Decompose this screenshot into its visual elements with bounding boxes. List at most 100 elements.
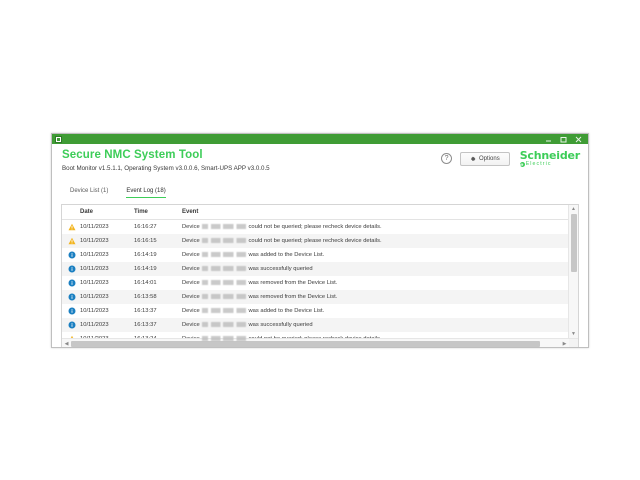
help-icon[interactable]: ?: [441, 153, 453, 165]
cell-time: 16:13:37: [134, 308, 157, 314]
event-text-prefix: Device: [182, 280, 202, 287]
cell-event: Device 000.000.000.000 was successfully …: [182, 262, 568, 276]
logo-sub-text: Electric: [525, 161, 552, 167]
cell-time: 16:14:19: [134, 266, 157, 272]
warning-icon: [62, 220, 80, 235]
cell-date: 10/11/2023: [80, 224, 109, 230]
event-text-prefix: Device: [182, 308, 202, 315]
cell-time: 16:14:19: [134, 252, 157, 258]
cell-date: 10/11/2023: [80, 308, 109, 314]
table-row[interactable]: 10/11/2023 16:16:27 Device 000.000.000.000…: [62, 219, 568, 235]
app-window: Secure NMC System Tool Boot Monitor v1.5…: [51, 133, 589, 348]
vertical-scroll-track[interactable]: [569, 213, 578, 330]
table-row[interactable]: 10/11/2023 16:14:01 Device 000.000.000.000…: [62, 276, 568, 290]
cell-time: 16:13:37: [134, 322, 157, 328]
logo-mark-icon: ϴ: [519, 162, 525, 168]
window-controls: [544, 135, 586, 143]
cell-time: 16:16:15: [134, 238, 157, 244]
cell-date: 10/11/2023: [80, 238, 109, 244]
info-icon: [62, 318, 80, 332]
schneider-electric-logo: Schneider ϴ Electric: [519, 149, 580, 168]
cell-date: 10/11/2023: [80, 294, 109, 300]
redacted-ip-address: 000.000.000.000: [202, 279, 246, 285]
column-header-severity: [62, 205, 80, 220]
scroll-up-arrow-icon[interactable]: ▲: [571, 206, 576, 212]
info-icon: [62, 304, 80, 318]
table-row[interactable]: 10/11/2023 16:13:37 Device 000.000.000.000…: [62, 304, 568, 318]
redacted-ip-address: 000.000.000.000: [202, 223, 246, 229]
event-text-prefix: Device: [182, 252, 202, 259]
window-titlebar[interactable]: [52, 134, 588, 144]
warning-icon: [62, 234, 80, 248]
table-row[interactable]: 10/11/2023 16:14:19 Device 000.000.000.000…: [62, 262, 568, 276]
event-text-prefix: Device: [182, 224, 202, 231]
event-text-suffix: was added to the Device List.: [246, 308, 325, 315]
event-text-prefix: Device: [182, 238, 202, 245]
titlebar-left: [54, 135, 62, 143]
horizontal-scrollbar[interactable]: ◀ ▶: [62, 338, 578, 347]
event-text-suffix: could not be queried; please recheck dev…: [246, 224, 382, 231]
vertical-scroll-thumb[interactable]: [570, 214, 577, 272]
table-row[interactable]: 10/11/2023 16:14:19 Device 000.000.000.000…: [62, 248, 568, 262]
redacted-ip-address: 000.000.000.000: [202, 265, 246, 271]
table-row[interactable]: 10/11/2023 16:16:15 Device 000.000.000.000…: [62, 234, 568, 248]
table-scroll-area: Date Time Event 10/11/2023 16:16:27 Device…: [62, 205, 578, 347]
table-row[interactable]: 10/11/2023 16:13:58 Device 000.000.000.000…: [62, 290, 568, 304]
redacted-ip-address: 000.000.000.000: [202, 251, 246, 257]
redacted-ip-address: 000.000.000.000: [202, 307, 246, 313]
info-icon: [62, 290, 80, 304]
cell-event: Device 000.000.000.000 was added to the …: [182, 304, 568, 318]
cell-event: Device 000.000.000.000 was removed from …: [182, 276, 568, 290]
column-header-event[interactable]: Event: [182, 205, 568, 220]
tab-device-list[interactable]: Device List (1): [70, 188, 109, 194]
column-header-date[interactable]: Date: [80, 205, 134, 220]
cell-event: Device 000.000.000.000 was removed from …: [182, 290, 568, 304]
info-icon: [62, 262, 80, 276]
event-text-suffix: was removed from the Device List.: [246, 294, 338, 301]
event-text-suffix: was successfully queried: [246, 266, 313, 273]
cell-time: 16:14:01: [134, 280, 157, 286]
event-text-prefix: Device: [182, 322, 202, 329]
cell-event: Device 000.000.000.000 was added to the …: [182, 248, 568, 262]
event-text-suffix: could not be queried; please recheck dev…: [246, 238, 382, 245]
table-row[interactable]: 10/11/2023 16:13:37 Device 000.000.000.000…: [62, 318, 568, 332]
maximize-icon[interactable]: [559, 135, 568, 143]
table-body: 10/11/2023 16:16:27 Device 000.000.000.000…: [62, 219, 568, 347]
event-log-table: Date Time Event 10/11/2023 16:16:27 Device…: [62, 205, 568, 347]
gear-icon: [471, 156, 476, 161]
horizontal-scroll-thumb[interactable]: [71, 340, 541, 347]
cell-date: 10/11/2023: [80, 322, 109, 328]
redacted-ip-address: 000.000.000.000: [202, 293, 246, 299]
cell-date: 10/11/2023: [80, 280, 109, 286]
redacted-ip-address: 000.000.000.000: [202, 335, 246, 341]
options-button[interactable]: Options: [460, 151, 510, 166]
horizontal-scroll-track[interactable]: [71, 339, 560, 347]
scroll-right-arrow-icon[interactable]: ▶: [562, 340, 567, 347]
column-header-time[interactable]: Time: [134, 205, 182, 220]
app-icon: [55, 135, 62, 143]
scroll-left-arrow-icon[interactable]: ◀: [64, 340, 69, 347]
cell-date: 10/11/2023: [80, 252, 109, 258]
cell-event: Device 000.000.000.000 could not be quer…: [182, 220, 568, 235]
table-header-row: Date Time Event: [62, 205, 568, 220]
scroll-down-arrow-icon[interactable]: ▼: [571, 331, 576, 337]
info-icon: [62, 276, 80, 290]
cell-date: 10/11/2023: [80, 266, 109, 272]
cell-time: 16:13:58: [134, 294, 157, 300]
cell-time: 16:16:27: [134, 224, 157, 230]
scrollbar-corner: [569, 339, 578, 347]
vertical-scrollbar[interactable]: ▲ ▼: [568, 205, 578, 338]
close-icon[interactable]: [574, 135, 583, 143]
redacted-ip-address: 000.000.000.000: [202, 237, 246, 243]
tab-event-log[interactable]: Event Log (18): [126, 188, 166, 198]
minimize-icon[interactable]: [544, 135, 553, 143]
header-actions: ? Options Schneider ϴ Electric: [441, 149, 580, 168]
logo-sub-row: ϴ Electric: [519, 161, 552, 168]
options-button-label: Options: [479, 155, 500, 162]
info-icon: [62, 248, 80, 262]
event-text-suffix: was added to the Device List.: [246, 252, 325, 259]
event-text-suffix: was removed from the Device List.: [246, 280, 338, 287]
logo-main-text: Schneider: [519, 149, 580, 162]
app-header: Secure NMC System Tool Boot Monitor v1.5…: [52, 144, 588, 180]
event-text-prefix: Device: [182, 266, 202, 273]
